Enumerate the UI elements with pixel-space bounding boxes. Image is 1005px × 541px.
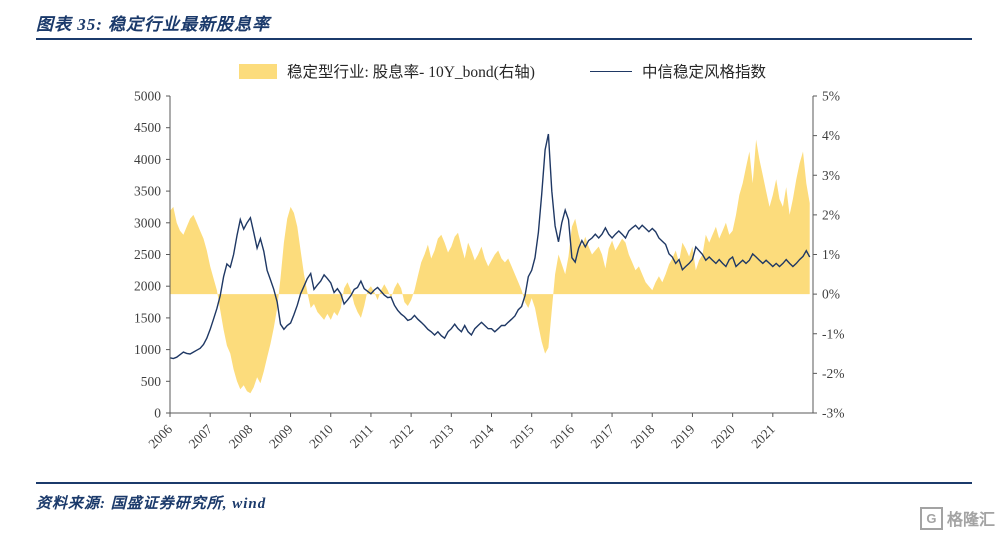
line-series-path xyxy=(169,133,811,360)
right-axis-label: 4% xyxy=(822,128,840,143)
source-divider xyxy=(36,482,972,484)
left-axis-label: 2500 xyxy=(134,247,161,262)
right-axis-label: 2% xyxy=(822,207,840,222)
x-axis-label: 2012 xyxy=(387,422,417,452)
chart-svg: 5000450040003500300025002000150010005000… xyxy=(134,89,845,452)
legend-line-swatch xyxy=(589,70,632,72)
x-axis-label: 2015 xyxy=(507,421,537,451)
left-axis-label: 3000 xyxy=(134,215,161,230)
gelonghui-logo-text: 格隆汇 xyxy=(946,512,995,529)
source-note: 资料来源: 国盛证券研究所, wind xyxy=(36,496,267,512)
x-axis-label: 2016 xyxy=(547,421,577,451)
x-axis-label: 2013 xyxy=(427,421,457,451)
left-axis-label: 500 xyxy=(141,374,162,389)
right-axis-label: -3% xyxy=(822,406,845,421)
left-axis-label: 4000 xyxy=(134,152,161,167)
left-axis-label: 2000 xyxy=(134,279,161,294)
right-axis-label: -2% xyxy=(822,366,845,381)
right-axis-label: 1% xyxy=(822,247,840,262)
left-axis-label: 3500 xyxy=(134,184,161,199)
legend-item-area: 稳定型行业: 股息率- 10Y_bond(右轴) xyxy=(238,60,535,82)
area-series-path xyxy=(170,139,810,394)
x-axis-label: 2011 xyxy=(347,422,376,451)
right-axis-label: 3% xyxy=(822,168,840,183)
right-axis-label: 0% xyxy=(822,287,840,302)
chart-title: 图表 35: 稳定行业最新股息率 xyxy=(36,15,271,34)
chart-legend: 稳定型行业: 股息率- 10Y_bond(右轴) 中信稳定风格指数 xyxy=(0,60,1005,82)
right-axis-label: -1% xyxy=(822,326,845,341)
right-axis-label: 5% xyxy=(822,89,840,104)
x-axis-label: 2006 xyxy=(145,421,175,451)
x-axis-label: 2020 xyxy=(708,421,738,451)
title-divider xyxy=(36,38,972,40)
legend-item-line: 中信稳定风格指数 xyxy=(589,60,766,82)
left-axis-label: 1000 xyxy=(134,342,161,357)
x-axis-label: 2008 xyxy=(226,421,256,451)
x-axis-label: 2018 xyxy=(628,421,658,451)
left-axis-label: 1500 xyxy=(134,310,161,325)
legend-area-label: 稳定型行业: 股息率- 10Y_bond(右轴) xyxy=(286,64,535,81)
legend-line-label: 中信稳定风格指数 xyxy=(641,64,766,81)
left-axis-label: 5000 xyxy=(134,89,161,104)
x-axis-label: 2014 xyxy=(467,421,497,451)
x-axis-label: 2019 xyxy=(668,421,698,451)
left-axis-label: 4500 xyxy=(134,120,161,135)
x-axis-label: 2017 xyxy=(587,421,617,451)
left-axis-label: 0 xyxy=(154,406,161,421)
x-axis-label: 2007 xyxy=(186,421,216,451)
x-axis-label: 2021 xyxy=(748,422,778,452)
gelonghui-logo: G 格隆汇 xyxy=(919,506,995,530)
gelonghui-logo-icon: G xyxy=(919,506,943,530)
legend-area-swatch xyxy=(238,63,277,79)
x-axis-label: 2009 xyxy=(266,421,296,451)
x-axis-label: 2010 xyxy=(306,421,336,451)
